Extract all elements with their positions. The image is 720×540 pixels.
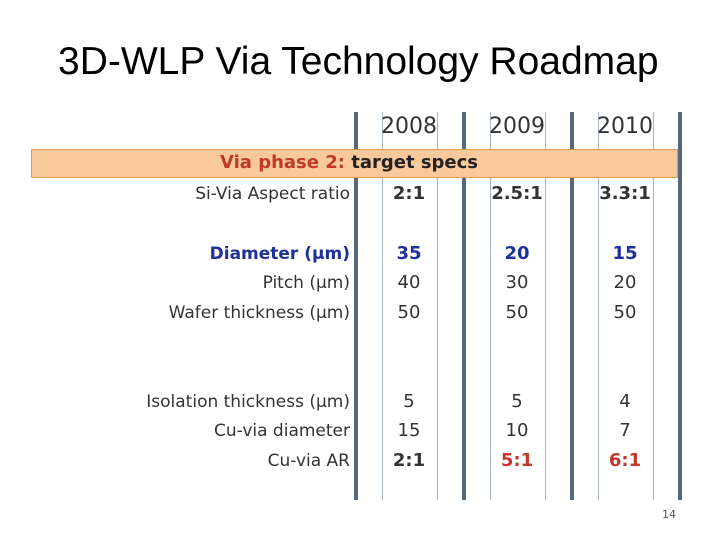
- column-divider: [570, 112, 574, 500]
- column-divider-thin: [545, 112, 546, 500]
- column-divider-thin: [382, 112, 383, 500]
- cell-isolation-thickness-2009: 5: [511, 391, 523, 412]
- phase-band: [31, 149, 678, 178]
- column-divider: [462, 112, 466, 500]
- cell-pitch-2010: 20: [613, 272, 637, 293]
- cell-isolation-thickness-2010: 4: [619, 391, 631, 412]
- column-divider-thin: [653, 112, 654, 500]
- cell-wafer-thickness-2010: 50: [613, 302, 637, 323]
- column-divider-thin: [437, 112, 438, 500]
- cell-diameter-2010: 15: [612, 243, 638, 264]
- cell-si-via-ar-2008: 2:1: [392, 183, 426, 204]
- column-divider: [354, 112, 358, 500]
- row-label-cu-via-diameter: Cu-via diameter: [214, 421, 350, 441]
- year-header-2008: 2008: [381, 114, 437, 139]
- row-label-pitch: Pitch (μm): [262, 273, 350, 293]
- row-label-diameter: Diameter (μm): [209, 244, 350, 264]
- year-header-2010: 2010: [597, 114, 653, 139]
- cell-diameter-2009: 20: [504, 243, 530, 264]
- cell-cu-via-diameter-2010: 7: [619, 420, 631, 441]
- year-header-2009: 2009: [489, 114, 545, 139]
- cell-wafer-thickness-2008: 50: [397, 302, 421, 323]
- row-label-si-via-aspect-ratio: Si-Via Aspect ratio: [195, 184, 350, 204]
- cell-pitch-2009: 30: [505, 272, 529, 293]
- cell-si-via-ar-2009: 2.5:1: [491, 183, 543, 204]
- cell-si-via-ar-2010: 3.3:1: [599, 183, 651, 204]
- cell-cu-via-diameter-2009: 10: [505, 420, 529, 441]
- cell-wafer-thickness-2009: 50: [505, 302, 529, 323]
- column-divider-thin: [598, 112, 599, 500]
- cell-cu-via-ar-2009: 5:1: [500, 450, 534, 471]
- phase-band-label: Via phase 2: target specs: [220, 152, 479, 173]
- row-label-wafer-thickness: Wafer thickness (μm): [168, 303, 350, 323]
- column-divider: [678, 112, 682, 500]
- cell-diameter-2008: 35: [396, 243, 422, 264]
- row-label-cu-via-ar: Cu-via AR: [267, 451, 350, 471]
- cell-cu-via-ar-2010: 6:1: [608, 450, 642, 471]
- page-number: 14: [662, 508, 676, 521]
- cell-cu-via-ar-2008: 2:1: [392, 450, 426, 471]
- row-label-isolation-thickness: Isolation thickness (μm): [146, 392, 350, 412]
- column-divider-thin: [490, 112, 491, 500]
- cell-cu-via-diameter-2008: 15: [397, 420, 421, 441]
- cell-pitch-2008: 40: [397, 272, 421, 293]
- slide-title: 3D-WLP Via Technology Roadmap: [58, 40, 659, 83]
- cell-isolation-thickness-2008: 5: [403, 391, 415, 412]
